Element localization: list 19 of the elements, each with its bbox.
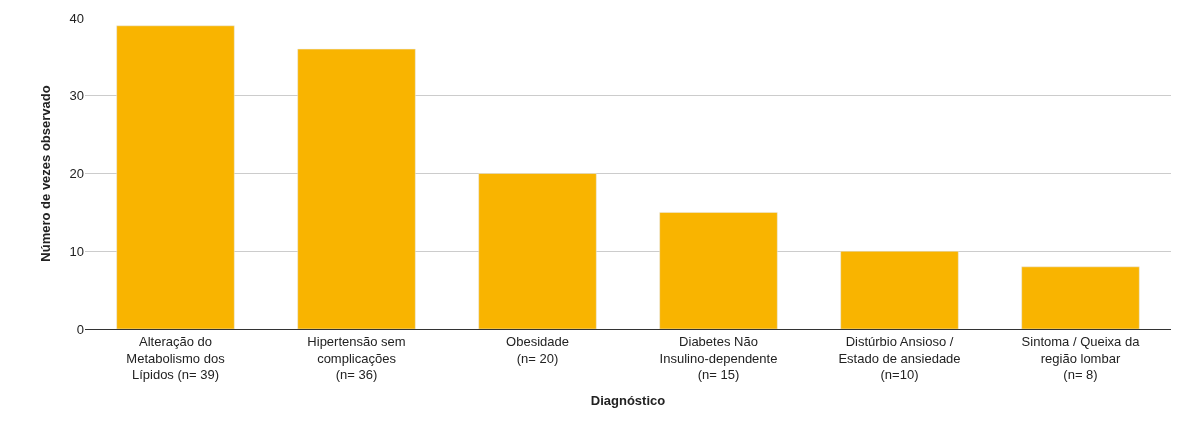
- x-tick-label: Diabetes Não Insulino-dependente (n= 15): [659, 333, 778, 383]
- bar: [297, 48, 416, 329]
- x-axis-title: Diagnóstico: [590, 393, 666, 408]
- x-tick-label: Hipertensão sem complicações (n= 36): [307, 333, 406, 383]
- y-tick-label: 30: [69, 88, 84, 104]
- x-tick-label: Distúrbio Ansioso / Estado de ansiedade (n=10): [838, 333, 961, 383]
- bar: [840, 251, 959, 329]
- y-tick-label: 40: [69, 10, 84, 26]
- bar: [478, 173, 597, 329]
- x-tick-label: Sintoma / Queixa da região lombar (n= 8): [1021, 333, 1141, 383]
- bar: [116, 25, 235, 329]
- y-tick-label: 10: [69, 243, 84, 259]
- x-tick-label: Obesidade (n= 20): [506, 333, 569, 366]
- y-tick-label: 20: [69, 166, 84, 182]
- y-tick-label: 0: [76, 321, 84, 337]
- bar: [1021, 266, 1140, 329]
- x-tick-label: Alteração do Metabolismo dos Lípidos (n= 39): [126, 333, 226, 383]
- y-axis-title: Número de vezes observado: [38, 85, 54, 262]
- bar: [659, 212, 778, 329]
